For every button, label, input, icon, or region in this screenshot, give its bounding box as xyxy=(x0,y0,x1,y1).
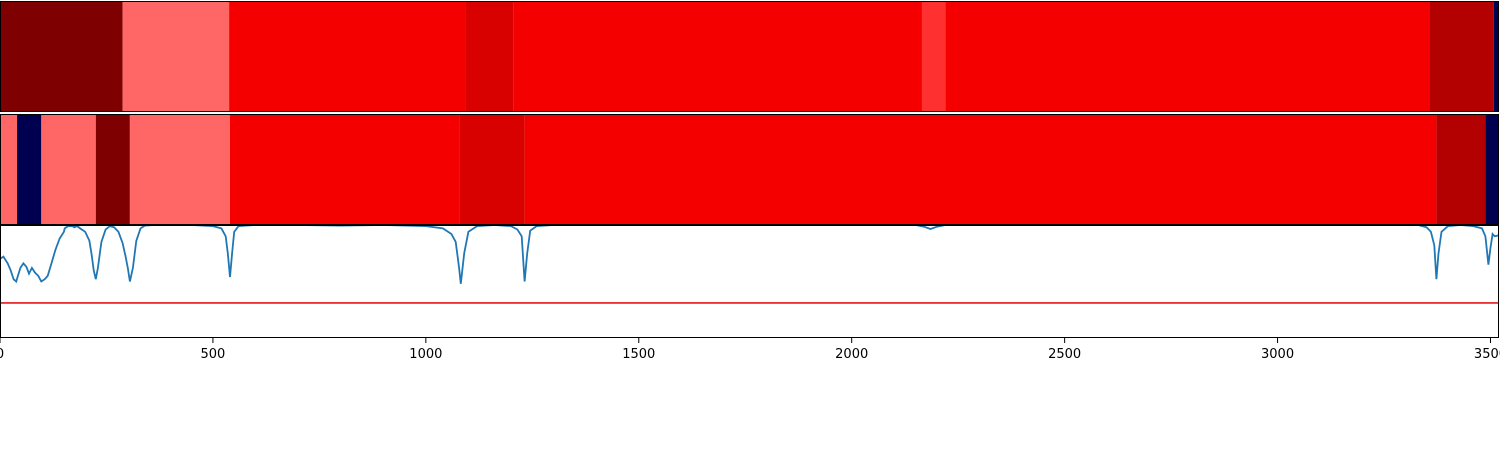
panel-frame-1 xyxy=(0,114,1499,225)
heatmap-cell-0-2 xyxy=(229,1,466,112)
heatmap-cell-1-1 xyxy=(17,114,42,225)
x-tick-label-3: 1500 xyxy=(622,347,655,362)
heatmap-cell-1-3 xyxy=(95,114,130,225)
x-tick-label-5: 2500 xyxy=(1048,347,1081,362)
panel-frames xyxy=(0,1,1499,338)
heatmap-cell-1-8 xyxy=(1436,114,1486,225)
series-line xyxy=(0,224,1500,284)
heatmap-cell-0-0 xyxy=(0,1,123,112)
heatmap-cell-1-7 xyxy=(524,114,1437,225)
heatmap-cell-0-5 xyxy=(921,1,946,112)
x-axis: 0 500 1000 1500 2000 2500 3000 3500 xyxy=(0,338,1500,362)
heatmap-cell-1-2 xyxy=(41,114,96,225)
heatmap-cell-1-9 xyxy=(1485,114,1499,225)
heatmap-cell-0-6 xyxy=(945,1,1431,112)
heatmap-track-top xyxy=(0,1,1499,112)
line-panel xyxy=(0,224,1500,304)
heatmap-cell-1-4 xyxy=(129,114,230,225)
heatmap-cell-1-0 xyxy=(0,114,18,225)
heatmap-track-bottom xyxy=(0,114,1499,225)
heatmap-cell-0-4 xyxy=(513,1,922,112)
heatmap-cell-1-6 xyxy=(459,114,525,225)
x-tick-label-0: 0 xyxy=(0,347,4,362)
panel-frame-2 xyxy=(0,225,1499,338)
heatmap-cell-0-7 xyxy=(1430,1,1494,112)
x-tick-label-7: 3500 xyxy=(1474,347,1500,362)
x-tick-label-2: 1000 xyxy=(409,347,442,362)
x-tick-label-4: 2000 xyxy=(835,347,868,362)
x-tick-label-6: 3000 xyxy=(1261,347,1294,362)
heatmap-cell-0-8 xyxy=(1493,1,1499,112)
panel-frame-0 xyxy=(0,1,1499,112)
heatmap-cell-0-3 xyxy=(465,1,514,112)
heatmap-cell-0-1 xyxy=(122,1,230,112)
x-tick-label-1: 500 xyxy=(201,347,226,362)
heatmap-cell-1-5 xyxy=(229,114,460,225)
